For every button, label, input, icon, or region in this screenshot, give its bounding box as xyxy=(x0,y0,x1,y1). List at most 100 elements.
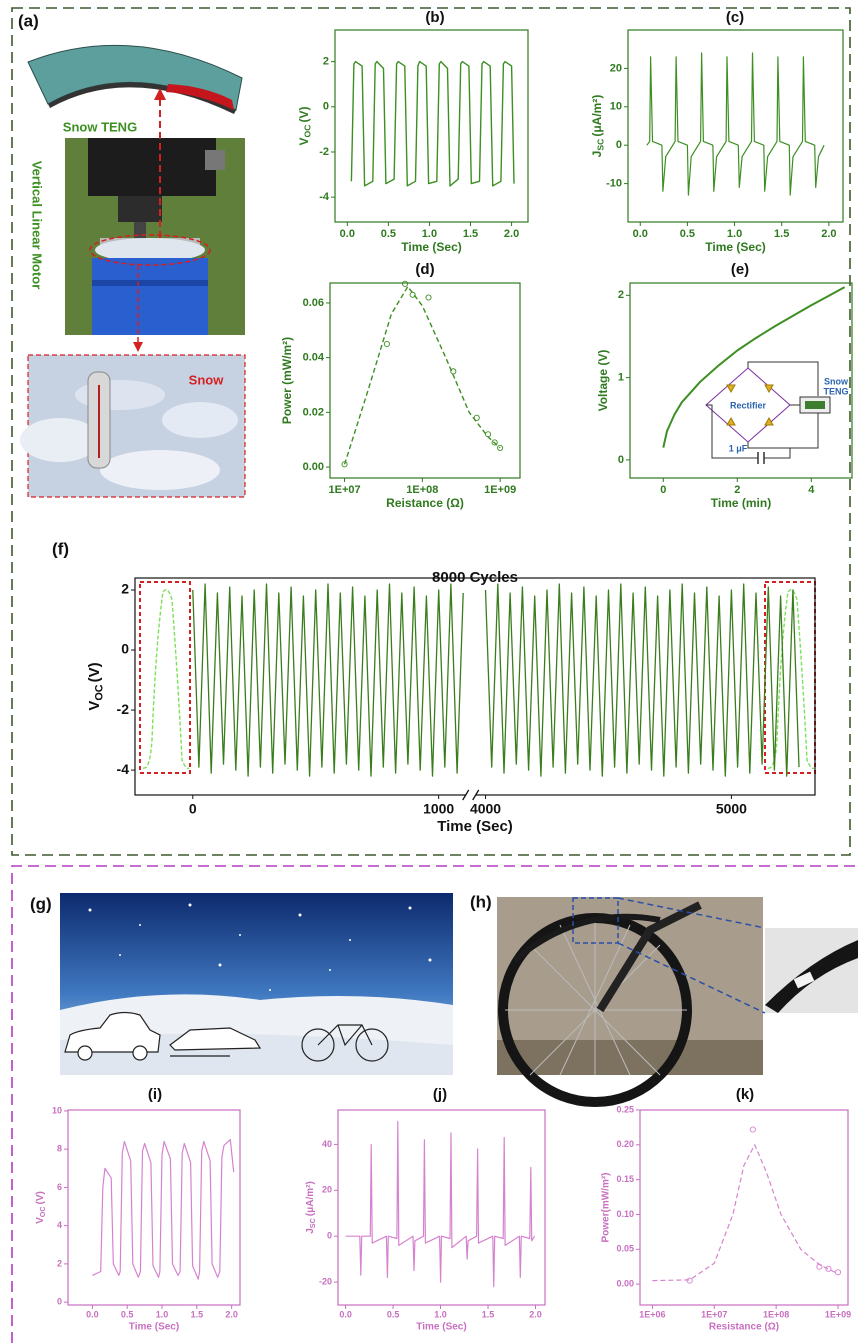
device-label: Snow TENG xyxy=(63,119,137,134)
data-point xyxy=(410,292,415,297)
data-point xyxy=(835,1270,840,1275)
x-tick-label: 0.0 xyxy=(340,228,355,240)
chart-title: (f) xyxy=(52,539,69,558)
y-tick-label: 0 xyxy=(323,101,329,113)
x-axis-label: Time (Sec) xyxy=(437,818,513,835)
x-tick-label: 0.5 xyxy=(381,228,396,240)
data-line xyxy=(193,584,799,776)
y-tick-label: 20 xyxy=(322,1185,332,1195)
chart-title: (c) xyxy=(726,9,744,26)
y-tick-label: -10 xyxy=(606,178,622,190)
inset-device-label: TENG xyxy=(823,386,848,396)
chart-title: (i) xyxy=(148,1086,162,1103)
x-tick-label: 1.0 xyxy=(727,228,742,240)
x-tick-label: 1E+07 xyxy=(328,484,360,496)
x-tick-label: 1.5 xyxy=(482,1309,495,1319)
data-line xyxy=(647,53,824,195)
y-tick-label: 40 xyxy=(322,1139,332,1149)
x-tick-label: 2 xyxy=(734,484,740,496)
y-tick-label: 0.20 xyxy=(616,1139,634,1149)
plot-frame xyxy=(640,1110,848,1305)
x-tick-label: 0 xyxy=(189,801,197,817)
inset-device-label: Snow xyxy=(824,376,849,386)
bicycle-photo xyxy=(497,897,858,1102)
x-tick-label: 1E+08 xyxy=(406,484,438,496)
y-axis-label: Voltage (V) xyxy=(596,350,610,412)
label-part: V xyxy=(297,137,311,145)
data-line xyxy=(346,1122,535,1287)
x-tick-label: 1E+08 xyxy=(763,1309,789,1319)
subscript: OC xyxy=(303,125,313,138)
label-part: J xyxy=(590,151,604,158)
y-axis-label: VOC(V) xyxy=(35,1191,47,1224)
motor-label: Vertical Linear Motor xyxy=(30,161,45,290)
x-tick-label: 5000 xyxy=(716,801,747,817)
x-axis-label: Time (Sec) xyxy=(705,240,765,254)
label-part: (μA/m²) xyxy=(305,1181,316,1216)
data-line xyxy=(92,1140,233,1280)
x-tick-label: 1.0 xyxy=(434,1309,447,1319)
x-tick-label: 1.5 xyxy=(191,1309,204,1319)
y-tick-label: 0 xyxy=(327,1231,332,1241)
subscript: SC xyxy=(308,1218,317,1228)
data-line xyxy=(351,62,514,186)
y-axis-label: VOC(V) xyxy=(86,662,105,710)
plot-frame xyxy=(338,1110,545,1305)
inset-capacitor-label: 1 μF xyxy=(729,443,748,453)
x-tick-label: 4000 xyxy=(470,801,501,817)
x-tick-label: 1E+09 xyxy=(484,484,516,496)
x-tick-label: 0.5 xyxy=(680,228,695,240)
plot-frame xyxy=(628,30,843,222)
y-tick-label: -2 xyxy=(319,146,329,158)
x-tick-label: 1E+06 xyxy=(639,1309,665,1319)
y-tick-label: 0.00 xyxy=(616,1278,634,1288)
plot-frame xyxy=(68,1110,240,1305)
y-tick-label: 0.15 xyxy=(616,1174,634,1184)
x-tick-label: 2.0 xyxy=(529,1309,542,1319)
snow-scene-illustration xyxy=(60,893,453,1075)
y-tick-label: 10 xyxy=(52,1105,62,1115)
data-line xyxy=(345,287,501,465)
x-axis-label: Time (Sec) xyxy=(416,1322,466,1333)
label-part: (V) xyxy=(35,1191,46,1204)
y-tick-label: 2 xyxy=(57,1258,62,1268)
snow-label: Snow xyxy=(189,372,225,387)
y-tick-label: 4 xyxy=(57,1220,62,1230)
x-tick-label: 1.5 xyxy=(774,228,789,240)
data-point xyxy=(687,1278,692,1283)
y-tick-label: 0.00 xyxy=(303,461,324,473)
x-axis-label: Time (Sec) xyxy=(401,240,461,254)
x-axis-label: Resistance (Ω) xyxy=(709,1322,779,1333)
y-tick-label: 2 xyxy=(323,56,329,68)
y-tick-label: 0 xyxy=(618,454,624,466)
y-tick-label: 6 xyxy=(57,1182,62,1192)
y-tick-label: -4 xyxy=(117,761,130,777)
x-tick-label: 0.0 xyxy=(86,1309,99,1319)
data-point xyxy=(384,341,389,346)
y-tick-label: 0.06 xyxy=(303,297,324,309)
y-tick-label: 10 xyxy=(610,101,622,113)
x-tick-label: 2.0 xyxy=(821,228,836,240)
x-tick-label: 2.0 xyxy=(225,1309,238,1319)
data-point xyxy=(750,1127,755,1132)
y-tick-label: 1 xyxy=(618,372,624,384)
chart-title: (e) xyxy=(731,261,749,278)
panel-label: (h) xyxy=(470,892,492,911)
y-axis-label: JSC(μA/m²) xyxy=(590,95,606,158)
y-tick-label: 0.05 xyxy=(616,1244,634,1254)
x-axis-label: Time (Sec) xyxy=(129,1322,179,1333)
circuit-inset xyxy=(706,362,830,464)
x-tick-label: 1.0 xyxy=(422,228,437,240)
page: (a) Snow TENG Vertical Linear Motor Snow xyxy=(0,0,858,1343)
y-tick-label: 2 xyxy=(618,289,624,301)
motor-photo xyxy=(65,138,245,335)
figure: (a) Snow TENG Vertical Linear Motor Snow xyxy=(0,0,858,1343)
y-tick-label: 0 xyxy=(57,1297,62,1307)
subscript: OC xyxy=(38,1206,47,1217)
y-tick-label: 0.02 xyxy=(303,406,324,418)
x-tick-label: 0.0 xyxy=(633,228,648,240)
x-tick-label: 1000 xyxy=(423,801,454,817)
x-tick-label: 0.5 xyxy=(387,1309,400,1319)
chart-title: (j) xyxy=(433,1086,447,1103)
data-point xyxy=(426,295,431,300)
